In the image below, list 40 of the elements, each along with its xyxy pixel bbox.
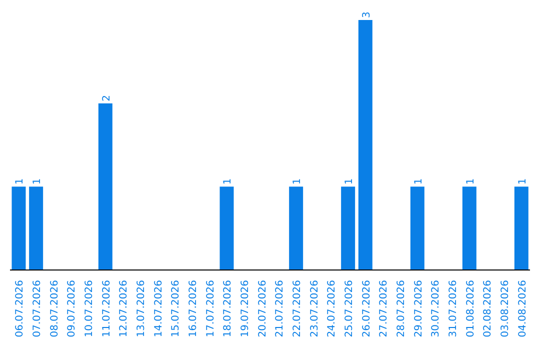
x-tick-label: 02.08.2026 bbox=[482, 280, 494, 338]
x-tick-label: 18.07.2026 bbox=[222, 280, 234, 338]
x-tick-label: 17.07.2026 bbox=[205, 280, 216, 338]
data-label: 1 bbox=[14, 178, 26, 185]
x-tick-label: 30.07.2026 bbox=[430, 280, 442, 338]
data-label: 1 bbox=[517, 178, 528, 185]
data-label: 1 bbox=[465, 178, 476, 185]
x-tick-label: 21.07.2026 bbox=[274, 280, 286, 338]
x-tick-label: 13.07.2026 bbox=[136, 280, 147, 338]
x-tick-label: 14.07.2026 bbox=[153, 280, 164, 338]
x-tick-label: 31.07.2026 bbox=[448, 280, 459, 338]
x-tick-label: 10.07.2026 bbox=[84, 280, 95, 338]
data-label: 1 bbox=[344, 178, 356, 185]
x-tick-label: 19.07.2026 bbox=[240, 280, 251, 338]
x-tick-label: 01.08.2026 bbox=[465, 280, 476, 338]
x-tick-label: 25.07.2026 bbox=[344, 280, 355, 338]
x-tick-label: 04.08.2026 bbox=[517, 280, 528, 338]
x-tick-label: 03.08.2026 bbox=[500, 280, 511, 338]
data-label: 1 bbox=[413, 178, 424, 185]
x-tick-label: 26.07.2026 bbox=[361, 280, 372, 338]
x-tick-label: 12.07.2026 bbox=[118, 280, 130, 338]
x-tick-label: 23.07.2026 bbox=[309, 280, 320, 338]
x-tick-label: 16.07.2026 bbox=[188, 280, 199, 338]
data-label: 1 bbox=[32, 178, 44, 185]
x-tick-label: 07.07.2026 bbox=[32, 280, 43, 338]
x-tick-label: 11.07.2026 bbox=[101, 280, 112, 338]
x-tick-label: 27.07.2026 bbox=[378, 280, 390, 338]
x-tick-label: 28.07.2026 bbox=[396, 280, 407, 338]
data-label: 2 bbox=[101, 94, 112, 102]
x-tick-label: 09.07.2026 bbox=[66, 280, 78, 338]
data-label: 1 bbox=[292, 178, 304, 185]
x-tick-label: 29.07.2026 bbox=[413, 280, 424, 338]
x-tick-label: 22.07.2026 bbox=[292, 280, 303, 338]
x-tick-label: 24.07.2026 bbox=[326, 280, 338, 338]
data-label: 1 bbox=[222, 178, 234, 185]
x-tick-label: 15.07.2026 bbox=[170, 280, 182, 338]
data-label: 3 bbox=[361, 12, 372, 18]
x-tick-label: 20.07.2026 bbox=[257, 280, 268, 338]
x-tick-label: 06.07.2026 bbox=[14, 280, 26, 338]
x-tick-label: 08.07.2026 bbox=[49, 280, 60, 338]
